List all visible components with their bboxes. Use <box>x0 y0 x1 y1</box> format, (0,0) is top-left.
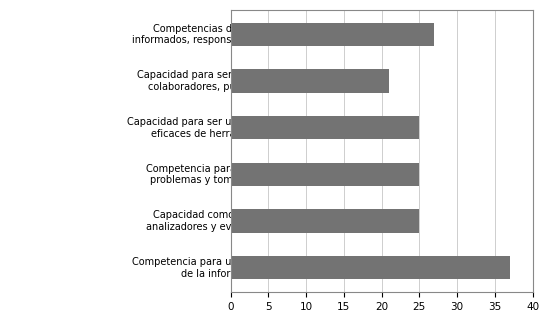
Bar <box>231 209 419 233</box>
Bar <box>231 23 434 46</box>
Bar <box>231 163 419 186</box>
Bar <box>231 116 419 139</box>
Bar <box>231 69 389 93</box>
Bar <box>231 256 510 279</box>
